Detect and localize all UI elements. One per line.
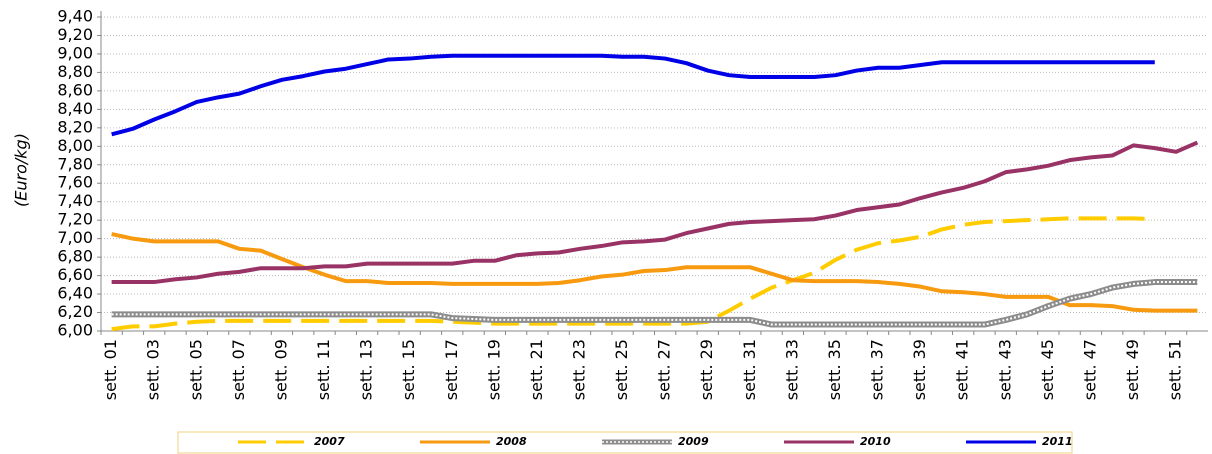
- legend-label: 2007: [314, 435, 345, 448]
- x-tick-label: sett. 13: [357, 339, 376, 400]
- x-tick-label: sett. 05: [186, 339, 205, 400]
- x-tick-label: sett. 39: [910, 339, 929, 400]
- x-tick-label: sett. 19: [484, 339, 503, 400]
- series-line: [111, 279, 1198, 328]
- series-line: [111, 232, 1198, 313]
- x-tick-label: sett. 27: [655, 339, 674, 400]
- legend-box: [177, 431, 1073, 454]
- y-tick-label: 7,20: [57, 210, 93, 229]
- y-tick-label: 8,20: [57, 117, 93, 136]
- x-tick-label: sett. 45: [1038, 339, 1057, 400]
- y-tick-label: 9,20: [57, 25, 93, 44]
- x-tick-label: sett. 51: [1166, 339, 1185, 400]
- legend-label: 2009: [678, 435, 709, 448]
- x-tick-label: sett. 21: [527, 339, 546, 400]
- x-tick-label: sett. 31: [740, 339, 759, 400]
- x-tick-label: sett. 15: [399, 339, 418, 400]
- x-tick-label: sett. 09: [271, 339, 290, 400]
- x-tick-label: sett. 41: [953, 339, 972, 400]
- x-tick-label: sett. 33: [782, 339, 801, 400]
- series-line: [111, 216, 1155, 332]
- y-tick-label: 8,80: [57, 62, 93, 81]
- legend-label: 2011: [1042, 435, 1073, 448]
- x-tick-label: sett. 43: [995, 339, 1014, 400]
- x-tick-label: sett. 37: [868, 339, 887, 400]
- y-tick-label: 9,40: [57, 7, 93, 26]
- y-tick-label: 7,80: [57, 154, 93, 173]
- x-tick-label: sett. 35: [825, 339, 844, 400]
- x-tick-label: sett. 11: [314, 339, 333, 400]
- y-tick-label: 8,60: [57, 80, 93, 99]
- x-tick-label: sett. 25: [612, 339, 631, 400]
- x-tick-label: sett. 07: [229, 339, 248, 400]
- y-tick-label: 6,20: [57, 302, 93, 321]
- x-tick-label: sett. 23: [569, 339, 588, 400]
- y-tick-label: 6,40: [57, 284, 93, 303]
- y-tick-label: 6,80: [57, 247, 93, 266]
- series-line-pattern: [111, 281, 1198, 326]
- y-axis-label: (Euro/kg): [12, 133, 31, 207]
- y-tick-label: 7,40: [57, 191, 93, 210]
- y-tick-label: 6,60: [57, 265, 93, 284]
- series-line: [111, 53, 1155, 137]
- y-tick-label: 7,60: [57, 173, 93, 192]
- y-tick-label: 9,00: [57, 43, 93, 62]
- legend-label: 2010: [860, 435, 891, 448]
- x-tick-label: sett. 17: [442, 339, 461, 400]
- legend-label: 2008: [496, 435, 527, 448]
- x-tick-label: sett. 47: [1080, 339, 1099, 400]
- x-tick-label: sett. 01: [101, 339, 120, 400]
- y-tick-label: 8,00: [57, 136, 93, 155]
- y-tick-label: 6,00: [57, 321, 93, 340]
- x-tick-label: sett. 49: [1123, 339, 1142, 400]
- series-line: [111, 140, 1199, 285]
- x-tick-label: sett. 29: [697, 339, 716, 400]
- x-tick-label: sett. 03: [144, 339, 163, 400]
- y-tick-label: 7,00: [57, 228, 93, 247]
- y-tick-label: 8,40: [57, 99, 93, 118]
